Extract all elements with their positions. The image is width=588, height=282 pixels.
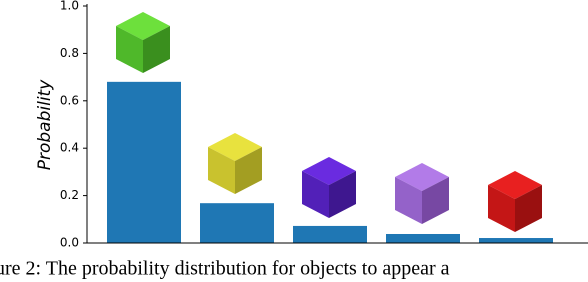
y-axis-label: Probability (35, 79, 55, 170)
cube-right (515, 185, 542, 232)
bar (107, 81, 181, 243)
y-tick-label: 0.8 (60, 46, 79, 60)
cube-right (143, 26, 170, 73)
cube-left (395, 177, 422, 224)
cube-left (208, 147, 235, 194)
bar (386, 233, 460, 243)
y-tick-label: 0.2 (60, 188, 79, 202)
y-tick-label: 0.6 (60, 93, 79, 107)
y-tick-label: 1.0 (60, 0, 79, 13)
cube-left (488, 185, 515, 232)
cube-right (329, 171, 356, 218)
cube-right (422, 177, 449, 224)
cube-right (235, 147, 262, 194)
bar (293, 225, 367, 243)
cube-left (116, 26, 143, 73)
bar (200, 203, 274, 243)
caption: ure 2: The probability distribution for … (0, 258, 450, 280)
cube-left (302, 171, 329, 218)
bar (479, 238, 553, 243)
y-tick-label: 0.4 (60, 141, 79, 155)
y-tick-label: 0.0 (60, 236, 79, 250)
